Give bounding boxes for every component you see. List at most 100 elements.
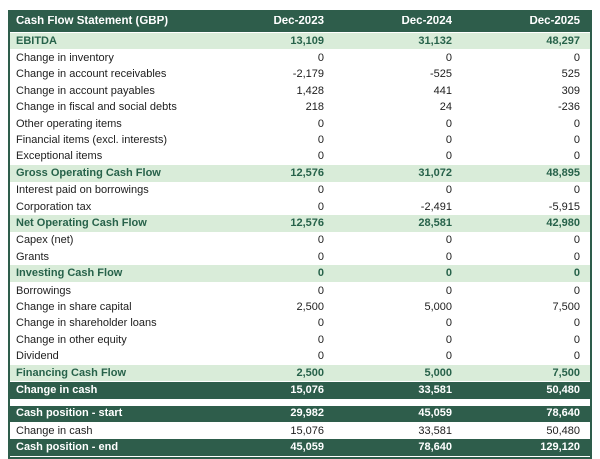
row-value: 45,059	[290, 442, 324, 454]
row-value: 0	[573, 251, 580, 263]
row-label: Change in other equity	[16, 334, 127, 346]
table-row: Net Operating Cash Flow 12,576 28,581 42,98…	[10, 215, 590, 233]
row-value: 78,640	[418, 442, 452, 454]
row-value: 0	[317, 251, 324, 263]
row-label: Change in cash	[16, 425, 93, 437]
row-value: 0	[445, 268, 452, 280]
row-value: 0	[445, 151, 452, 163]
row-label: Change in shareholder loans	[16, 318, 157, 330]
row-value: 24	[439, 102, 452, 114]
row-value: 7,500	[552, 367, 580, 379]
row-label: Grants	[16, 251, 50, 263]
table-row: Corporation tax 0 -2,491 -5,915	[10, 198, 590, 216]
row-value: 42,980	[546, 217, 580, 229]
row-value: 0	[317, 201, 324, 213]
table-row: Exceptional items 0 0 0	[10, 148, 590, 166]
row-value: 0	[573, 151, 580, 163]
table-row: Investing Cash Flow 0 0 0	[10, 265, 590, 283]
row-label: Corporation tax	[16, 201, 92, 213]
row-label: Change in share capital	[16, 301, 132, 313]
row-value: 0	[573, 334, 580, 346]
row-label: Financial items (excl. interests)	[16, 135, 167, 147]
row-value: 309	[561, 85, 580, 97]
cash-flow-statement-table: Cash Flow Statement (GBP) Dec-2023 Dec-2…	[8, 10, 592, 459]
row-value: 0	[317, 334, 324, 346]
table-row: Change in shareholder loans 0 0 0	[10, 315, 590, 333]
row-value: 31,072	[418, 167, 452, 179]
row-value: 218	[305, 102, 324, 114]
row-value: 12,576	[290, 167, 324, 179]
row-label: Investing Cash Flow	[16, 268, 123, 280]
row-value: 441	[433, 85, 452, 97]
table-row: Dividend 0 0 0	[10, 348, 590, 365]
table-row: EBITDA 13,109 31,132 48,297	[10, 33, 590, 51]
row-value: 0	[573, 185, 580, 197]
table-row: Financial items (excl. interests) 0 0 0	[10, 132, 590, 149]
table-row: Financing Cash Flow 2,500 5,000 7,500	[10, 364, 590, 383]
table-row: Cash position - end 45,059 78,640 129,120	[10, 439, 590, 457]
row-value: -525	[429, 69, 452, 81]
row-value: 129,120	[540, 442, 580, 454]
row-value: 0	[445, 251, 452, 263]
row-label: Net Operating Cash Flow	[16, 217, 147, 229]
row-label: EBITDA	[16, 35, 57, 47]
row-value: 0	[317, 151, 324, 163]
row-label: Exceptional items	[16, 151, 103, 163]
row-value: 45,059	[418, 408, 452, 420]
row-value: 29,982	[290, 408, 324, 420]
row-value: 2,500	[296, 367, 324, 379]
row-value: 78,640	[546, 408, 580, 420]
row-value: 0	[445, 351, 452, 363]
row-label: Dividend	[16, 351, 59, 363]
table-row: Gross Operating Cash Flow 12,576 31,072 48,…	[10, 165, 590, 183]
row-value: -5,915	[548, 201, 580, 213]
row-value: 12,576	[290, 217, 324, 229]
row-value: 48,297	[546, 35, 580, 47]
row-value: -2,491	[420, 201, 452, 213]
row-label: Change in inventory	[16, 53, 114, 65]
row-value: 0	[573, 351, 580, 363]
table-row: Change in account receivables -2,179 -525 5…	[10, 66, 590, 84]
row-value: 0	[573, 318, 580, 330]
row-value: 0	[445, 235, 452, 247]
row-value: 0	[445, 285, 452, 297]
table-row: Other operating items 0 0 0	[10, 115, 590, 133]
table-row: Change in account payables 1,428 441 309	[10, 83, 590, 100]
row-value: 0	[445, 135, 452, 147]
table-row: Change in fiscal and social debts 218 24 -2…	[10, 99, 590, 116]
table-row: Change in share capital 2,500 5,000 7,500	[10, 299, 590, 316]
row-value: 0	[573, 268, 580, 280]
row-value: 15,076	[290, 384, 324, 396]
table-row: Change in inventory 0 0 0	[10, 50, 590, 67]
table-row: Change in cash 15,076 33,581 50,480	[10, 382, 590, 400]
row-value: 0	[317, 351, 324, 363]
table-row: Capex (net) 0 0 0	[10, 232, 590, 250]
table-title: Cash Flow Statement (GBP)	[16, 16, 169, 28]
row-value: 0	[317, 268, 324, 280]
row-value: 0	[445, 118, 452, 130]
row-label: Change in account receivables	[16, 69, 167, 81]
row-label: Gross Operating Cash Flow	[16, 167, 161, 179]
row-value: 0	[573, 53, 580, 65]
row-value: 33,581	[418, 384, 452, 396]
table-row: Grants 0 0 0	[10, 249, 590, 266]
row-value: 7,500	[552, 301, 580, 313]
row-value: 2,500	[296, 301, 324, 313]
row-value: 13,109	[290, 35, 324, 47]
row-value: 1,428	[296, 85, 324, 97]
row-value: 31,132	[418, 35, 452, 47]
row-value: 0	[317, 185, 324, 197]
row-value: 0	[317, 135, 324, 147]
row-label: Borrowings	[16, 285, 72, 297]
row-value: 0	[317, 318, 324, 330]
row-label: Cash position - start	[16, 408, 123, 420]
row-value: 0	[317, 118, 324, 130]
row-value: 0	[317, 235, 324, 247]
table-body: EBITDA 13,109 31,132 48,297 Change in invent…	[10, 33, 590, 457]
row-label: Interest paid on borrowings	[16, 185, 149, 197]
table-row: Change in cash 15,076 33,581 50,480	[10, 422, 590, 440]
row-label: Financing Cash Flow	[16, 367, 127, 379]
row-value: -236	[557, 102, 580, 114]
table-row: Cash position - start 29,982 45,059 78,640	[10, 405, 590, 423]
